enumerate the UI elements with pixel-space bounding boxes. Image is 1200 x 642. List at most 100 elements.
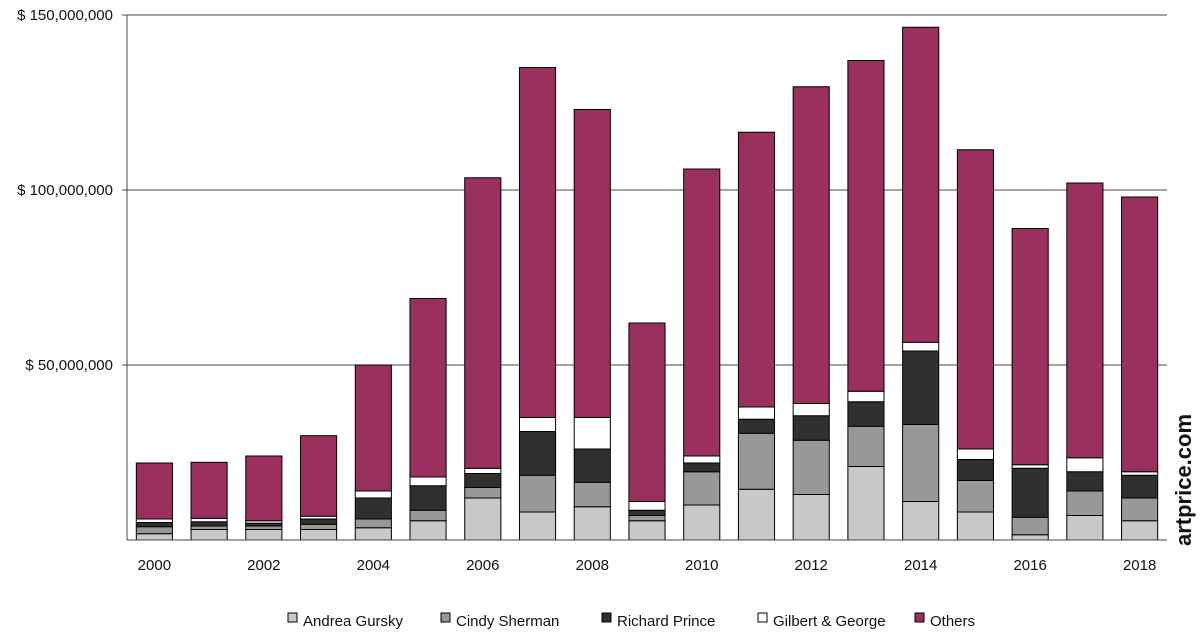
bar-segment-gilbert-george <box>1121 471 1159 476</box>
bar-stack-2003 <box>300 435 338 541</box>
bar-stack-2015 <box>956 149 994 541</box>
bar-stack-2004 <box>354 364 392 541</box>
gridlines <box>127 14 1167 366</box>
bar-segment-gilbert-george <box>409 476 447 487</box>
bar-segment-andrea-gursky <box>573 506 611 541</box>
legend-item: Cindy Sherman <box>440 612 559 630</box>
legend-swatch <box>440 612 451 623</box>
bar-stack-2002 <box>245 455 283 541</box>
bar-segment-andrea-gursky <box>737 488 776 541</box>
bar-stack-2018 <box>1121 196 1159 541</box>
bar-segment-cindy-sherman <box>518 474 557 513</box>
bar-segment-others <box>518 67 557 418</box>
bar-segment-others <box>792 86 830 404</box>
bar-segment-gilbert-george <box>792 403 830 417</box>
x-tick-label: 2012 <box>795 557 828 574</box>
bar-stack-2011 <box>737 131 776 541</box>
bar-segment-others <box>1066 182 1104 459</box>
bar-segment-richard-prince <box>573 448 611 483</box>
bar-segment-others <box>245 455 283 522</box>
bar-segment-cindy-sherman <box>1066 490 1104 516</box>
bar-segment-andrea-gursky <box>1011 534 1049 541</box>
bar-segment-cindy-sherman <box>245 525 283 530</box>
legend-label: Cindy Sherman <box>456 613 559 630</box>
bar-segment-cindy-sherman <box>956 480 994 513</box>
bar-segment-andrea-gursky <box>1066 515 1104 541</box>
x-tick-label: 2002 <box>247 557 280 574</box>
bar-segment-andrea-gursky <box>464 497 502 541</box>
legend-swatch <box>287 612 298 623</box>
bar-segment-andrea-gursky <box>628 520 666 541</box>
bar-stack-2009 <box>628 322 666 541</box>
bar-segment-andrea-gursky <box>518 511 557 541</box>
y-axis-ticks: $ 50,000,000 $ 100,000,000 $ 150,000,000 <box>17 7 127 374</box>
x-tick-label: 2016 <box>1013 557 1046 574</box>
bar-segment-andrea-gursky <box>902 501 940 541</box>
bar-segment-others <box>1121 196 1159 473</box>
bar-segment-gilbert-george <box>847 390 885 403</box>
axes <box>126 15 1167 541</box>
legend-swatch <box>914 612 925 623</box>
x-tick-label: 2006 <box>466 557 499 574</box>
legend-item: Gilbert & George <box>757 612 886 630</box>
bar-segment-richard-prince <box>683 462 721 473</box>
bar-segment-gilbert-george <box>135 518 173 523</box>
x-tick-label: 2018 <box>1123 557 1156 574</box>
bar-stack-2008 <box>573 109 611 541</box>
bar-segment-cindy-sherman <box>1121 497 1159 522</box>
bar-stack-2014 <box>902 26 940 541</box>
bar-segment-richard-prince <box>409 485 447 511</box>
bar-segment-cindy-sherman <box>464 487 502 499</box>
legend: Andrea Gursky Cindy Sherman Richard Prince… <box>287 612 975 630</box>
bar-segment-andrea-gursky <box>409 520 447 541</box>
x-tick-label: 2010 <box>685 557 718 574</box>
bar-segment-richard-prince <box>1121 474 1159 499</box>
x-tick-label: 2008 <box>576 557 609 574</box>
bar-segment-andrea-gursky <box>300 529 338 541</box>
bar-segment-others <box>737 131 776 408</box>
bar-segment-others <box>354 364 392 492</box>
bar-segment-richard-prince <box>300 518 338 525</box>
bar-stack-2006 <box>464 177 502 541</box>
legend-label: Gilbert & George <box>773 613 886 630</box>
bar-stack-2016 <box>1011 228 1049 541</box>
x-axis-ticks: 2000 2002 2004 2006 2008 2010 2012 2014 2016 2018 <box>138 557 1157 574</box>
legend-item: Others <box>914 612 975 630</box>
bar-stack-2001 <box>190 461 228 541</box>
bar-segment-others <box>683 168 721 457</box>
bar-segment-cindy-sherman <box>902 424 940 502</box>
bar-segment-gilbert-george <box>190 517 228 523</box>
bar-segment-cindy-sherman <box>135 526 173 535</box>
bar-segment-gilbert-george <box>518 417 557 432</box>
bar-segment-cindy-sherman <box>628 515 666 522</box>
bar-segment-cindy-sherman <box>573 481 611 508</box>
bar-segment-richard-prince <box>1066 471 1104 492</box>
bar-segment-cindy-sherman <box>683 471 721 506</box>
legend-swatch <box>757 612 768 623</box>
y-tick-label: $ 150,000,000 <box>17 7 113 24</box>
bar-segment-richard-prince <box>135 522 173 528</box>
y-tick-label: $ 100,000,000 <box>17 182 113 199</box>
bar-segment-andrea-gursky <box>956 511 994 541</box>
legend-item: Richard Prince <box>601 612 715 630</box>
bar-segment-richard-prince <box>628 509 666 516</box>
bar-segment-others <box>847 60 885 392</box>
bar-segment-cindy-sherman <box>792 439 830 495</box>
bar-stack-2005 <box>409 298 447 541</box>
bar-segment-cindy-sherman <box>1011 516 1049 536</box>
bar-segment-richard-prince <box>464 473 502 488</box>
bar-segment-richard-prince <box>737 418 776 434</box>
artprice-watermark: artprice.com <box>1171 414 1196 546</box>
bar-segment-gilbert-george <box>464 467 502 474</box>
legend-swatch <box>601 612 612 623</box>
bar-segment-others <box>1011 228 1049 466</box>
bar-segment-gilbert-george <box>956 448 994 460</box>
bar-segment-richard-prince <box>847 401 885 427</box>
bar-stack-2012 <box>792 86 830 541</box>
bar-stack-2010 <box>683 168 721 541</box>
bar-stack-2007 <box>518 67 557 541</box>
x-tick-label: 2000 <box>138 557 171 574</box>
bar-segment-andrea-gursky <box>135 533 173 541</box>
bar-segment-richard-prince <box>792 415 830 441</box>
